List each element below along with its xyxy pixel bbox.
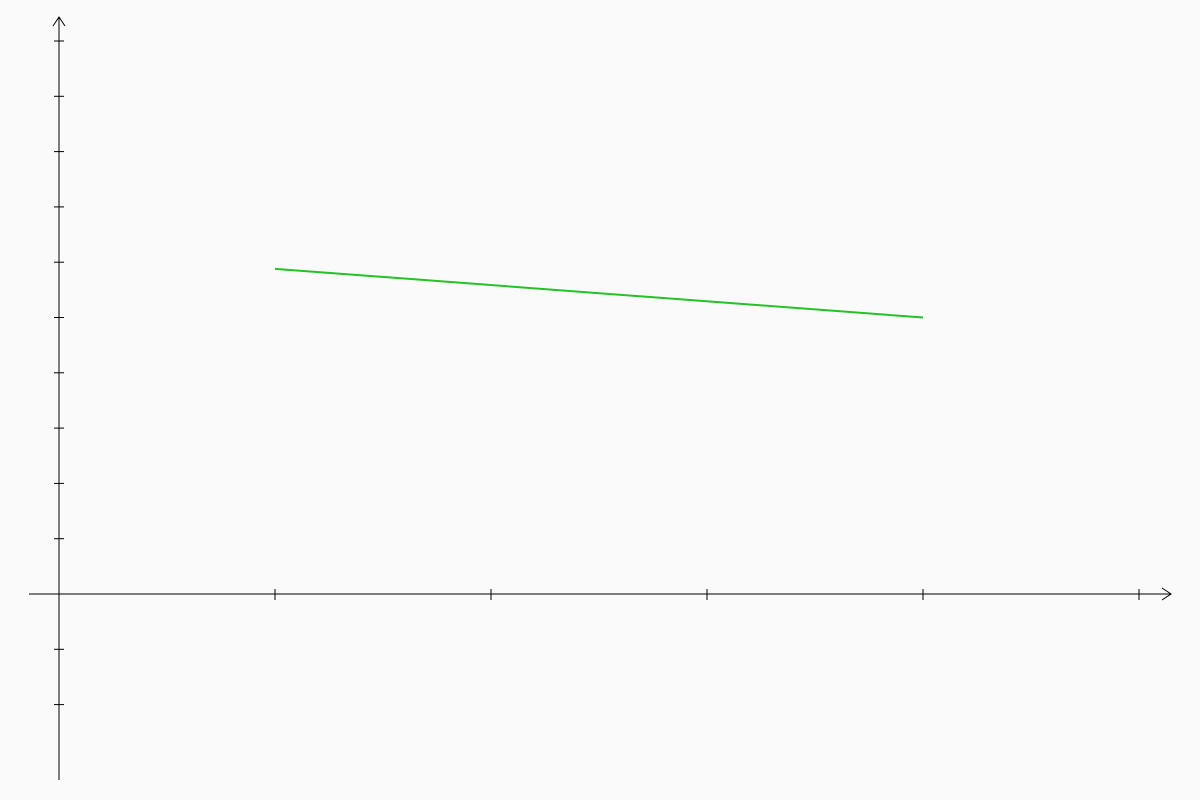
y-axis-arrow-icon <box>52 16 66 27</box>
x-axis-arrow-icon <box>1161 587 1172 601</box>
series-line <box>274 267 924 319</box>
series-layer <box>274 267 924 319</box>
axes <box>29 16 1172 780</box>
